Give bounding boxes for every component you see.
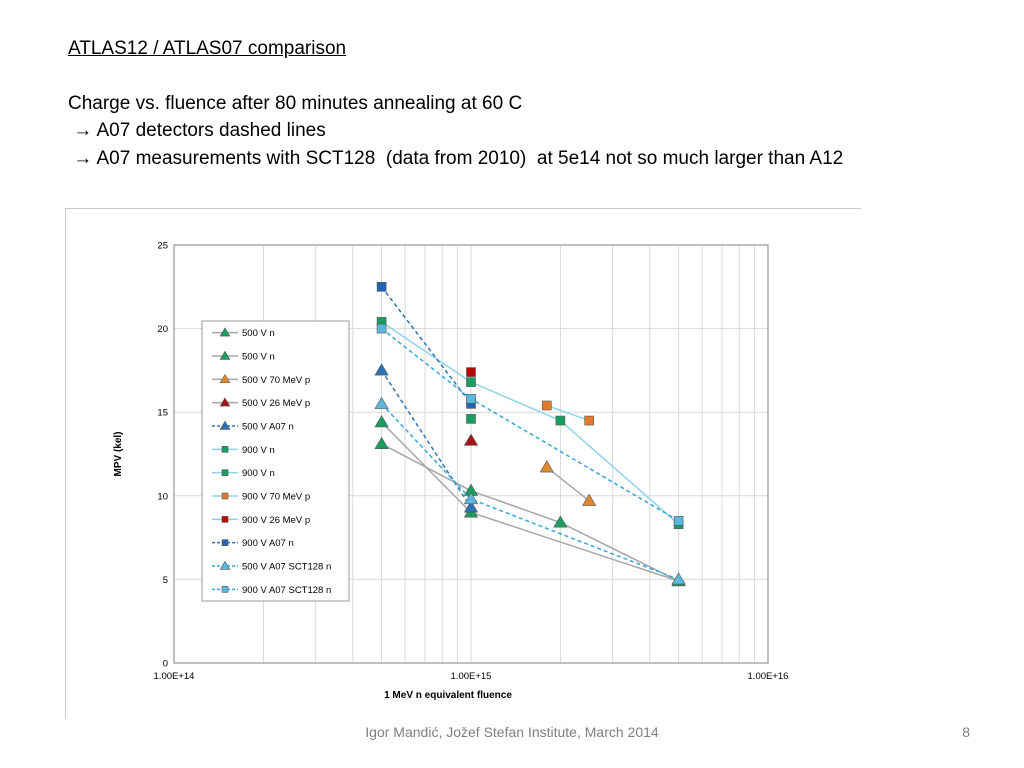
data-point <box>553 515 568 528</box>
series-line <box>546 466 590 502</box>
legend-label: 900 V A07 SCT128 n <box>242 585 331 596</box>
legend-marker <box>219 560 231 570</box>
legend-marker <box>221 492 229 500</box>
data-point <box>555 415 566 426</box>
data-point <box>539 460 554 473</box>
data-point <box>466 394 476 404</box>
data-point <box>466 414 476 424</box>
legend-marker <box>219 397 231 407</box>
legend-marker <box>219 420 231 430</box>
note-line-dashed: → A07 detectors dashed lines <box>68 120 326 141</box>
data-point <box>374 436 389 449</box>
legend-label: 900 V A07 n <box>242 538 294 549</box>
legend-label: 500 V 70 MeV p <box>242 375 310 386</box>
data-point <box>376 282 387 292</box>
footer-text: Igor Mandić, Jožef Stefan Institute, Mar… <box>365 724 659 740</box>
data-point <box>374 415 389 428</box>
subtitle-line: Charge vs. fluence after 80 minutes anne… <box>68 93 523 114</box>
legend-marker <box>221 539 229 546</box>
series-line <box>381 321 680 525</box>
data-point <box>374 363 389 376</box>
legend-marker <box>219 374 231 384</box>
y-tick-label: 0 <box>163 659 168 670</box>
series-line <box>381 403 679 581</box>
y-tick-label: 20 <box>157 324 168 335</box>
y-tick-label: 10 <box>157 491 168 502</box>
legend-label: 900 V n <box>242 468 275 479</box>
x-tick-label: 1.00E+16 <box>748 671 789 682</box>
chart-svg: 0 5 10 15 20 25 1.00E+14 1.00E+15 1.00E+16 1 MeV … <box>113 241 789 702</box>
data-point <box>463 500 479 513</box>
data-point <box>466 377 476 387</box>
legend-label: 900 V n <box>242 445 275 456</box>
legend-marker <box>221 516 229 523</box>
x-axis-label: 1 MeV n equivalent fluence <box>384 690 512 701</box>
series-line <box>546 404 590 422</box>
data-point <box>466 367 476 377</box>
legend-box <box>201 320 350 602</box>
series-line <box>380 286 472 405</box>
legend-marker <box>221 469 229 476</box>
legend-marker <box>221 446 229 453</box>
data-point <box>671 572 686 585</box>
y-axis-label: MPV (kel) <box>113 431 124 476</box>
x-tick-label: 1.00E+14 <box>154 671 195 682</box>
legend-label: 500 V n <box>242 352 275 363</box>
data-point <box>374 396 389 409</box>
legend-label: 500 V A07 n <box>242 422 294 433</box>
data-point <box>463 433 479 446</box>
legend-label: 500 V A07 SCT128 n <box>242 562 331 573</box>
legend-marker <box>219 327 231 337</box>
data-point <box>584 415 594 426</box>
legend-label: 500 V n <box>242 328 275 339</box>
series-line <box>380 369 472 508</box>
page-number: 8 <box>962 724 970 740</box>
y-tick-label: 25 <box>157 241 168 252</box>
note-line-sct128: → A07 measurements with SCT128 (data fro… <box>68 148 844 169</box>
data-point <box>673 516 684 526</box>
chart-frame: 0 5 10 15 20 25 1.00E+14 1.00E+15 1.00E+16 1 MeV … <box>65 208 861 719</box>
data-point <box>582 493 597 506</box>
slide-title: ATLAS12 / ATLAS07 comparison <box>68 38 347 59</box>
data-point <box>542 400 552 411</box>
data-point <box>463 492 479 505</box>
legend-marker <box>221 586 229 593</box>
legend-marker <box>219 350 231 360</box>
legend-label: 900 V 26 MeV p <box>242 515 310 526</box>
y-tick-label: 5 <box>163 575 168 586</box>
legend-label: 900 V 70 MeV p <box>242 492 310 503</box>
plot-border <box>173 244 769 664</box>
legend-label: 500 V 26 MeV p <box>242 398 310 409</box>
data-point <box>376 323 387 334</box>
x-tick-label: 1.00E+15 <box>451 671 492 682</box>
y-tick-label: 15 <box>157 408 168 419</box>
